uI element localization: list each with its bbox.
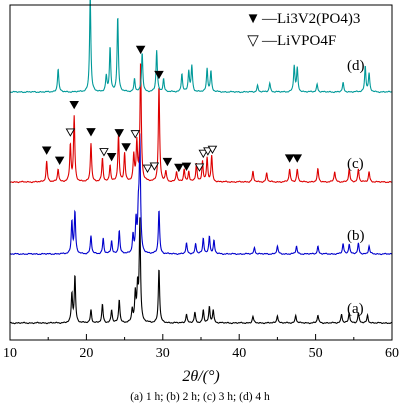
- marker-li3v2po43: [86, 128, 96, 137]
- x-tick-label: 40: [232, 346, 246, 361]
- series-curve-b: [9, 133, 393, 256]
- marker-li3v2po43: [114, 129, 125, 138]
- x-tick-label: 20: [79, 346, 93, 361]
- marker-livpo4f: [65, 128, 76, 137]
- marker-li3v2po43: [69, 100, 79, 110]
- marker-livpo4f: [130, 130, 141, 139]
- marker-li3v2po43: [284, 154, 295, 163]
- curve-label-b: (b): [347, 228, 365, 244]
- marker-li3v2po43: [121, 143, 131, 152]
- legend-label-livpo4f: —LiVPO4F: [261, 33, 336, 49]
- legend-label-li3v2po43: —Li3V2(PO4)3: [261, 11, 360, 27]
- marker-li3v2po43: [41, 146, 52, 155]
- marker-livpo4f: [99, 148, 109, 157]
- legend-entry-li3v2po43: ▼ —Li3V2(PO4)3: [246, 11, 361, 27]
- x-tick-label: 30: [156, 346, 170, 361]
- marker-li3v2po43: [181, 162, 192, 171]
- series-curve-c: [9, 62, 393, 184]
- figure-caption: (a) 1 h; (b) 2 h; (c) 3 h; (d) 4 h: [130, 391, 270, 403]
- x-tick-label: 60: [385, 346, 399, 361]
- curves-layer: (a) (b) (c) (d): [9, 0, 393, 325]
- peak-markers-layer: [41, 45, 303, 173]
- series-curve-a: [9, 217, 393, 325]
- marker-livpo4f: [203, 147, 213, 156]
- x-tick-label: 10: [3, 346, 17, 361]
- curve-label-a: (a): [347, 301, 364, 317]
- marker-li3v2po43: [135, 45, 146, 55]
- marker-li3v2po43: [162, 157, 173, 167]
- marker-li3v2po43: [154, 70, 164, 80]
- marker-li3v2po43: [106, 153, 117, 162]
- marker-livpo4f: [198, 149, 209, 159]
- legend-entry-livpo4f: ▽ —LiVPO4F: [247, 33, 336, 49]
- legend: ▼ —Li3V2(PO4)3 ▽ —LiVPO4F: [246, 11, 361, 49]
- legend-symbol-open: ▽: [247, 33, 259, 49]
- x-axis-label: 2θ/(°): [182, 368, 219, 385]
- x-ticks-layer: 10 20 30 40 50 60: [3, 334, 399, 361]
- xrd-chart: (a) (b) (c) (d) 10 20 30 40 50 60 2θ/(°) ▼ —Li3V…: [3, 0, 399, 385]
- marker-livpo4f: [142, 164, 153, 173]
- marker-livpo4f: [207, 145, 218, 155]
- curve-label-c: (c): [347, 156, 364, 172]
- series-curve-d: [9, 0, 393, 94]
- marker-li3v2po43: [54, 156, 65, 166]
- curve-label-d: (d): [347, 58, 365, 74]
- marker-li3v2po43: [292, 154, 303, 163]
- marker-livpo4f: [194, 163, 205, 172]
- marker-livpo4f: [149, 162, 160, 171]
- marker-li3v2po43: [174, 163, 184, 173]
- x-tick-label: 50: [309, 346, 323, 361]
- legend-symbol-filled: ▼: [246, 11, 261, 27]
